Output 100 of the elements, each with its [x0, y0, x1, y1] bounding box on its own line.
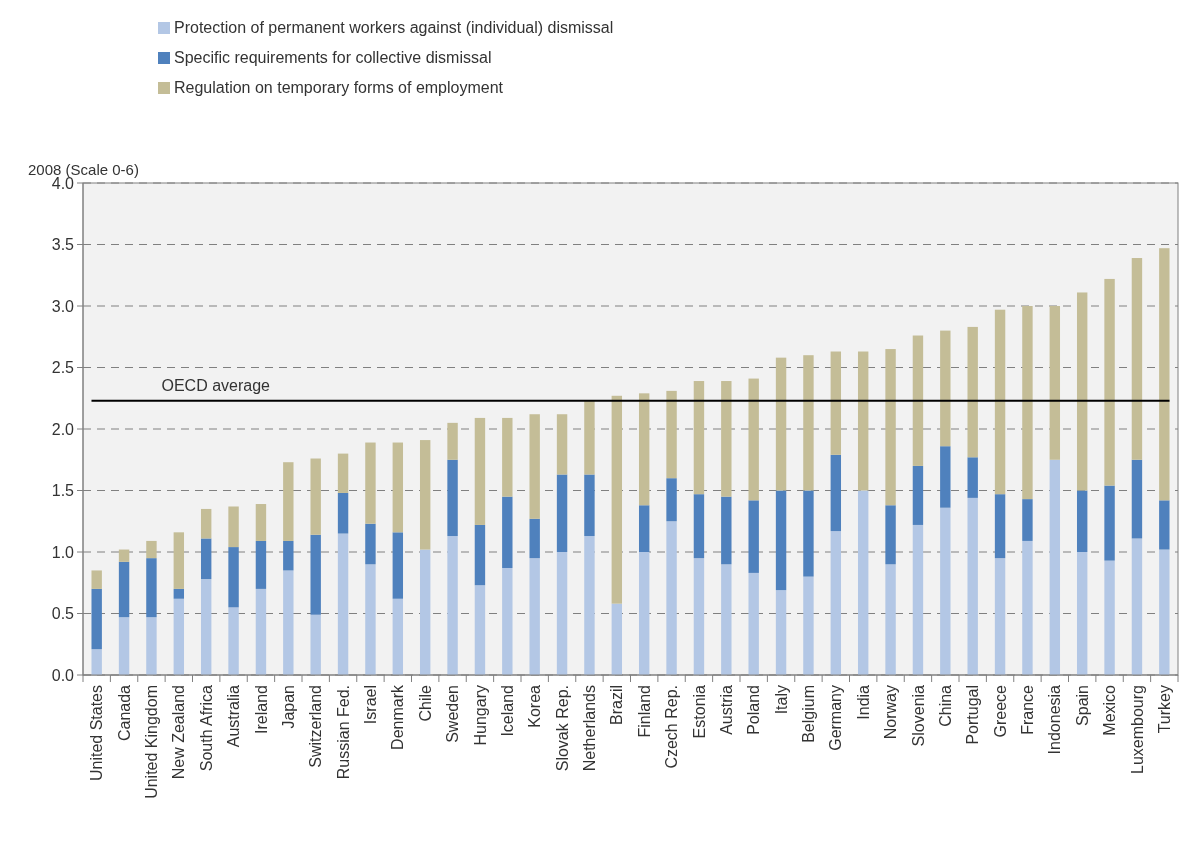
- x-tick-label: Germany: [827, 685, 845, 751]
- bar: [994, 309, 1006, 495]
- x-tick-label: Netherlands: [581, 685, 599, 772]
- bar: [693, 494, 705, 559]
- bar: [392, 532, 404, 599]
- bar: [556, 552, 568, 675]
- bar: [474, 585, 486, 675]
- bar: [337, 533, 349, 675]
- bar: [556, 474, 568, 552]
- x-tick-label: Russian Fed.: [334, 685, 352, 780]
- bar: [118, 561, 130, 618]
- bar: [502, 567, 513, 675]
- x-tick-label: Norway: [882, 685, 900, 740]
- legend-label: Specific requirements for collective dismissal: [174, 49, 492, 66]
- bar: [310, 614, 321, 675]
- bar: [529, 414, 540, 519]
- bar: [775, 357, 787, 491]
- bar: [803, 355, 814, 491]
- bar: [693, 381, 705, 495]
- bar: [857, 351, 869, 491]
- bar: [1159, 549, 1170, 675]
- x-tick-label: United States: [88, 685, 106, 782]
- x-tick-label: Slovenia: [909, 684, 927, 747]
- x-tick-label: Luxembourg: [1128, 685, 1146, 774]
- bar: [1076, 552, 1088, 675]
- bar: [721, 564, 732, 675]
- bar: [447, 536, 458, 675]
- bar: [857, 490, 869, 675]
- x-tick-label: Korea: [526, 684, 544, 728]
- y-tick-label: 2.0: [51, 420, 75, 438]
- x-tick-label: Canada: [115, 684, 133, 742]
- bar: [1131, 258, 1143, 460]
- legend-label: Protection of permanent workers against (individual) dismissal: [174, 19, 614, 36]
- x-tick-label: Australia: [225, 684, 243, 748]
- bar: [474, 417, 486, 525]
- x-tick-label: Portugal: [964, 685, 982, 745]
- bar: [611, 603, 623, 675]
- x-tick-label: Italy: [772, 685, 790, 715]
- bar: [1022, 540, 1033, 675]
- x-tick-label: Chile: [416, 684, 434, 722]
- bar: [748, 500, 759, 573]
- bar: [146, 540, 157, 559]
- x-tick-label: Slovak Rep.: [553, 685, 571, 772]
- bar: [228, 547, 239, 608]
- bar: [173, 588, 185, 599]
- x-tick-label: Sweden: [444, 685, 462, 743]
- bar: [885, 349, 896, 506]
- bar: [967, 457, 978, 498]
- bar: [337, 492, 349, 534]
- bar: [502, 496, 513, 568]
- bar: [967, 326, 978, 458]
- x-tick-label: Denmark: [389, 684, 407, 750]
- bar: [666, 390, 677, 479]
- bar: [666, 478, 677, 522]
- bar: [1159, 500, 1170, 550]
- bar: [447, 459, 458, 537]
- bar: [638, 505, 650, 552]
- bar: [365, 442, 376, 524]
- bar: [1131, 538, 1143, 675]
- bar: [1159, 248, 1170, 501]
- y-tick-label: 0.5: [51, 605, 75, 623]
- bar: [885, 564, 896, 675]
- bar: [447, 422, 458, 460]
- bar: [502, 417, 513, 497]
- bar: [228, 506, 239, 548]
- x-tick-label: New Zealand: [170, 685, 188, 780]
- y-tick-label: 3.0: [51, 297, 75, 315]
- bar: [666, 521, 677, 675]
- bar: [940, 330, 951, 447]
- bar: [173, 598, 185, 675]
- ref-line-label: OECD average: [161, 376, 271, 394]
- bar: [310, 534, 321, 615]
- x-tick-label: China: [936, 684, 954, 727]
- bar: [830, 351, 842, 455]
- bar: [638, 393, 650, 506]
- x-tick-label: South Africa: [197, 684, 215, 772]
- bar: [1076, 490, 1088, 552]
- bar: [611, 395, 623, 604]
- x-tick-label: Austria: [717, 684, 735, 735]
- bar: [91, 649, 102, 675]
- x-tick-label: India: [854, 684, 872, 720]
- y-tick-label: 2.5: [51, 359, 75, 377]
- bar: [940, 446, 951, 508]
- x-tick-label: Poland: [745, 685, 763, 735]
- bar: [118, 617, 130, 675]
- bar: [419, 549, 431, 675]
- bar: [994, 558, 1006, 675]
- bar: [146, 558, 157, 618]
- bar: [1104, 485, 1115, 561]
- bar: [584, 536, 595, 675]
- bar: [200, 508, 212, 539]
- bar: [337, 453, 349, 493]
- bar: [693, 558, 705, 675]
- bar: [392, 442, 404, 533]
- bar: [283, 462, 294, 541]
- bar: [912, 524, 924, 675]
- x-tick-label: France: [1019, 684, 1037, 735]
- x-tick-label: Estonia: [690, 684, 708, 739]
- bar: [830, 531, 842, 675]
- bar: [419, 440, 431, 550]
